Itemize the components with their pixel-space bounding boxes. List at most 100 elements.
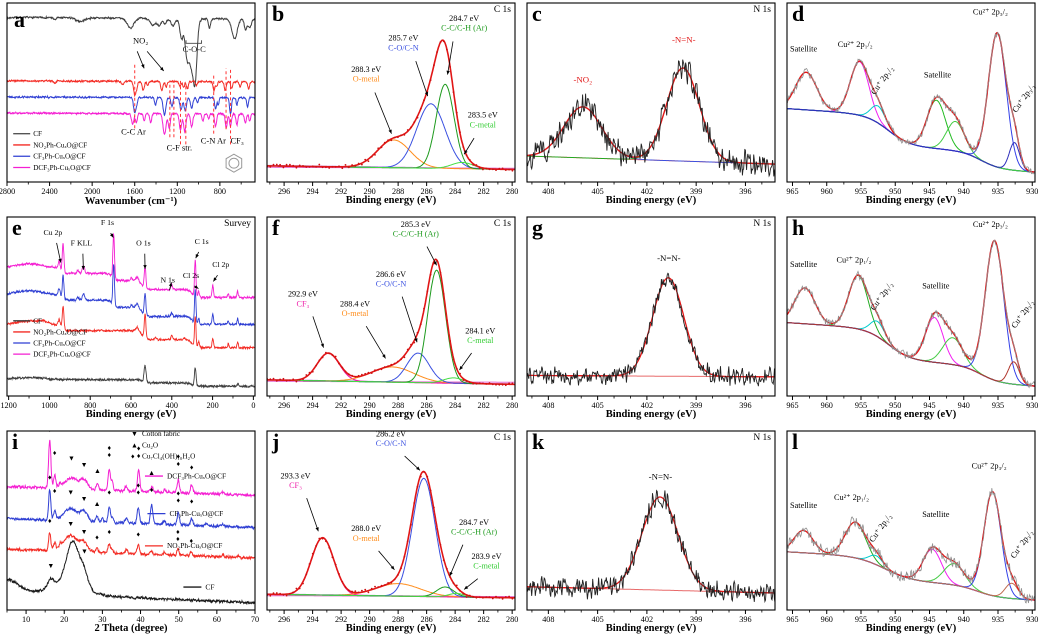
svg-text:Cu²⁺ 2p₁/₂: Cu²⁺ 2p₁/₂ (836, 256, 871, 265)
svg-text:292.9 eV: 292.9 eV (288, 290, 318, 299)
x-axis-label: 2 Theta (degree) (94, 623, 168, 634)
svg-text:286: 286 (420, 187, 432, 196)
svg-text:282: 282 (478, 615, 490, 624)
svg-text:Cu²⁺ 2p₃/₂: Cu²⁺ 2p₃/₂ (973, 220, 1008, 229)
svg-text:♦: ♦ (177, 460, 181, 468)
x-axis-label: Binding energy (eV) (345, 623, 437, 634)
panel-letter: j (272, 429, 280, 454)
svg-text:♦: ♦ (95, 533, 99, 541)
svg-text:DCF₃Ph-CuₓO@CF: DCF₃Ph-CuₓO@CF (167, 471, 226, 480)
x-axis-label: Binding energy (eV) (865, 195, 957, 206)
svg-text:930: 930 (1026, 401, 1038, 410)
svg-text:965: 965 (786, 615, 798, 624)
svg-text:DCF₃Ph-CuₓO@CF: DCF₃Ph-CuₓO@CF (33, 164, 91, 172)
svg-text:NO₂Ph-CuₓO@CF: NO₂Ph-CuₓO@CF (33, 141, 87, 149)
svg-text:288.0 eV: 288.0 eV (351, 524, 381, 533)
svg-text:288: 288 (392, 401, 404, 410)
svg-text:Cu₂O: Cu₂O (142, 441, 158, 449)
svg-text:♦: ♦ (137, 452, 141, 460)
svg-text:▼: ▼ (67, 520, 74, 528)
ftir-plot-svg: NO₂ C-C Ar C-F str. C-N Ar CF₃ C-O-C CF NO₂Ph-C… (0, 2, 256, 196)
svg-text:▲: ▲ (131, 441, 138, 449)
svg-text:C-O/C-N: C-O/C-N (388, 43, 419, 52)
svg-text:♦: ♦ (131, 452, 135, 460)
svg-text:♦: ♦ (190, 463, 194, 471)
svg-text:Cu 2p: Cu 2p (43, 228, 62, 237)
panel-letter: e (12, 215, 22, 240)
svg-text:C-N Ar: C-N Ar (201, 136, 226, 146)
svg-text:Cu²⁺ 2p₁/₂: Cu²⁺ 2p₁/₂ (834, 493, 869, 502)
panel-letter: b (272, 1, 285, 26)
svg-text:286: 286 (420, 401, 432, 410)
svg-text:950: 950 (889, 401, 901, 410)
svg-text:396: 396 (739, 401, 751, 410)
svg-text:10: 10 (22, 615, 30, 624)
corner-label: N 1s (753, 219, 771, 229)
svg-text:0: 0 (251, 401, 255, 410)
svg-text:♦: ♦ (136, 531, 140, 539)
svg-text:292: 292 (335, 615, 347, 624)
svg-text:284: 284 (449, 615, 461, 624)
svg-text:CF: CF (205, 582, 214, 591)
svg-text:Satellite: Satellite (922, 282, 950, 291)
svg-text:935: 935 (992, 187, 1004, 196)
svg-text:-N=N-: -N=N- (657, 253, 681, 263)
panel-letter: d (792, 1, 805, 26)
panel-l: Satellite Cu²⁺ 2p₁/₂ Cu⁺ 2p₁/₂ Satellite Cu²… (780, 428, 1040, 642)
svg-text:N 1s: N 1s (160, 275, 175, 284)
xrd-plot-svg: ▼▼♦ ▼▼♦♦ ♦ ♦♦ ♦♦♦ ▼▼▲♦♦♦ ♦ ♦♦ ♦♦♦▼▼▲♦♦♦♦▲♦♦ ♦DCF₃… (6, 430, 259, 624)
svg-text:▲: ▲ (94, 500, 101, 508)
svg-text:CF₃: CF₃ (289, 481, 302, 490)
svg-text:O-metal: O-metal (353, 534, 381, 543)
svg-text:CF₃: CF₃ (230, 136, 243, 146)
svg-text:200: 200 (206, 401, 218, 410)
xps-n1s-plot-svg: -NO₂ -N=N- 408 405 402 399 396 (526, 2, 776, 196)
svg-text:♦: ♦ (189, 537, 193, 545)
xps-c1s-plot-svg: 285.3 eVC-C/C-H (Ar) 286.6 eVC-O/C-N 288.4… (266, 216, 518, 410)
svg-text:800: 800 (214, 187, 226, 196)
svg-text:Satellite: Satellite (790, 501, 818, 510)
panel-d: Satellite Cu²⁺ 2p₁/₂ Cu⁺ 2p₁/₂ Satellite Cu²… (780, 0, 1040, 214)
svg-text:399: 399 (690, 401, 702, 410)
svg-text:1000: 1000 (41, 401, 57, 410)
svg-text:O 1s: O 1s (136, 239, 151, 248)
svg-text:♦: ♦ (48, 517, 52, 525)
svg-text:1200: 1200 (169, 187, 185, 196)
panel-g: -N=N- 408 405 402 399 396 g N 1s Binding ener… (520, 214, 780, 428)
svg-text:30: 30 (98, 615, 106, 624)
svg-text:965: 965 (786, 187, 798, 196)
svg-text:♦: ♦ (176, 535, 180, 543)
x-axis-label: Binding energy (eV) (605, 623, 697, 634)
svg-text:950: 950 (889, 187, 901, 196)
svg-text:600: 600 (125, 401, 137, 410)
svg-text:Cl 2p: Cl 2p (212, 260, 229, 269)
svg-text:285.7 eV: 285.7 eV (388, 34, 418, 43)
xps-cu2p-plot-svg: Satellite Cu²⁺ 2p₁/₂ Cu⁺ 2p₁/₂ Satellite Cu²… (786, 2, 1038, 196)
svg-text:286: 286 (420, 615, 432, 624)
svg-text:408: 408 (542, 401, 554, 410)
svg-text:▼: ▼ (47, 562, 54, 570)
panel-c: -NO₂ -N=N- 408 405 402 399 396 c N 1s Binding … (520, 0, 780, 214)
panel-f: 285.3 eV C-C/C-H (Ar) 286.6 eV C-O/C-N 288.4… (260, 214, 520, 428)
corner-label: N 1s (753, 433, 771, 443)
svg-text:C-metal: C-metal (467, 336, 494, 345)
svg-text:CF₃Ph-CuₓO@CF: CF₃Ph-CuₓO@CF (169, 509, 223, 518)
svg-text:293.3 eV: 293.3 eV (281, 471, 311, 480)
svg-text:405: 405 (591, 401, 603, 410)
svg-text:50: 50 (175, 615, 183, 624)
panel-letter: g (532, 215, 543, 240)
svg-text:NO₂: NO₂ (133, 35, 148, 45)
svg-text:296: 296 (278, 187, 290, 196)
svg-text:C-F str.: C-F str. (167, 143, 193, 153)
svg-text:294: 294 (306, 615, 318, 624)
svg-text:F 1s: F 1s (101, 218, 114, 227)
svg-text:935: 935 (992, 615, 1004, 624)
svg-text:288.4 eV: 288.4 eV (340, 300, 370, 309)
svg-text:288.3 eV: 288.3 eV (351, 65, 381, 74)
svg-text:♦: ♦ (48, 473, 52, 481)
panel-letter: h (792, 215, 805, 240)
svg-text:405: 405 (591, 615, 603, 624)
svg-text:400: 400 (166, 401, 178, 410)
svg-text:945: 945 (923, 401, 935, 410)
